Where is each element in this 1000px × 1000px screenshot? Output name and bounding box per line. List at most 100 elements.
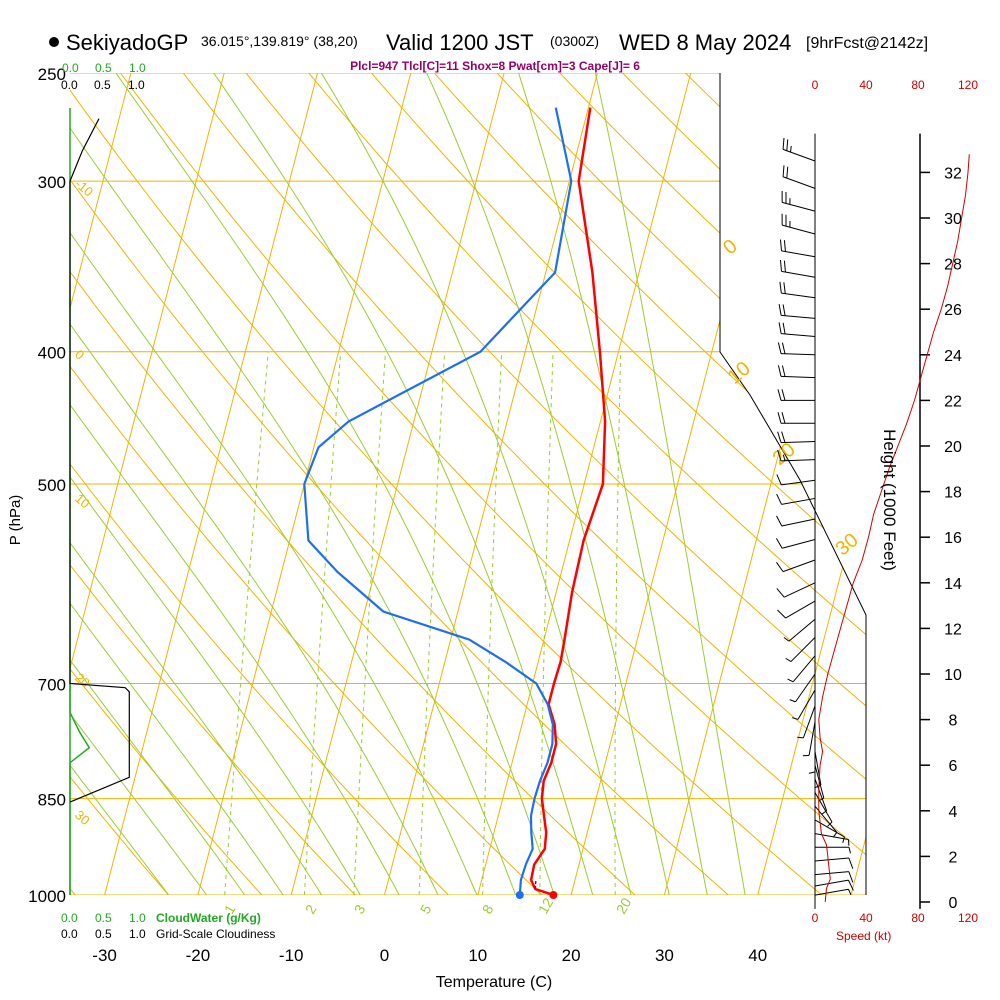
temperature-tick-label: -20 bbox=[186, 946, 211, 965]
speed-tick-top: 40 bbox=[859, 78, 873, 92]
pressure-tick-label: 700 bbox=[38, 676, 66, 695]
wind-barb-feather bbox=[783, 240, 786, 252]
wind-barb-feather bbox=[775, 538, 783, 549]
mixing-ratio-label: 2 bbox=[302, 902, 320, 917]
wind-barb-half-feather bbox=[785, 657, 792, 662]
wind-barb-feather bbox=[848, 857, 854, 869]
moist-adiabat-line bbox=[70, 712, 208, 895]
height-tick-label: 32 bbox=[944, 165, 962, 182]
wind-barb bbox=[777, 365, 816, 379]
dry-adiabat-line bbox=[370, 73, 720, 436]
wind-barb-shaft bbox=[783, 582, 816, 598]
height-tick-label: 16 bbox=[944, 530, 962, 547]
wind-barb-shaft bbox=[781, 292, 816, 299]
dry-adiabat-line bbox=[0, 49, 667, 924]
station-name: SekiyadoGP bbox=[66, 30, 188, 55]
isotherm-line bbox=[70, 73, 132, 311]
cloudwater-ticks-top: 0.0 0.5 1.0 0.0 0.5 1.0 bbox=[61, 61, 146, 92]
moist-adiabat-line bbox=[70, 764, 170, 895]
dry-adiabat-line bbox=[720, 352, 866, 895]
temperature-profile bbox=[529, 107, 607, 895]
wind-barb bbox=[777, 449, 816, 462]
mixing-ratio-label: 12 bbox=[535, 895, 557, 917]
moist-adiabat-label: 20 bbox=[769, 439, 800, 470]
wind-barb-feather bbox=[777, 342, 782, 354]
temperature-tick-label: 40 bbox=[748, 946, 767, 965]
station-coords: 36.015°,139.819° (38,20) bbox=[201, 33, 358, 49]
cloudiness-title: Grid-Scale Cloudiness bbox=[156, 927, 275, 941]
dry-adiabat-label: 0 bbox=[72, 346, 87, 362]
wind-barb bbox=[785, 637, 816, 662]
dry-adiabat-line bbox=[119, 73, 720, 729]
cw-tick-top-1: 0.5 bbox=[95, 61, 112, 75]
wind-barb bbox=[781, 190, 816, 212]
height-tick-label: 0 bbox=[949, 895, 958, 912]
height-tick-label: 26 bbox=[944, 302, 962, 319]
height-tick-label: 28 bbox=[944, 257, 962, 274]
dry-adiabat-label: 30 bbox=[72, 807, 93, 828]
wind-barb-shaft bbox=[782, 176, 816, 189]
mixing-ratio-line bbox=[539, 351, 554, 895]
wind-barb bbox=[802, 721, 816, 757]
dry-adiabat-line bbox=[182, 73, 720, 653]
dry-adiabat-label: 10 bbox=[72, 491, 93, 512]
wind-barb-half-feather bbox=[783, 637, 790, 642]
isotherm-line bbox=[0, 73, 38, 895]
wind-barb-feather bbox=[781, 431, 786, 443]
dry-adiabat-line bbox=[496, 73, 720, 300]
wind-barb-feather bbox=[779, 259, 783, 272]
wind-barb-half-feather bbox=[787, 678, 794, 683]
wind-barb bbox=[814, 879, 854, 891]
dry-adiabat-label: 20 bbox=[72, 670, 93, 691]
wind-barb bbox=[776, 559, 816, 573]
wind-barb-shaft bbox=[782, 201, 816, 212]
cl-tick-top-0: 0.0 bbox=[61, 78, 78, 92]
wind-barb bbox=[779, 239, 816, 258]
wind-barb-half-feather bbox=[791, 717, 799, 720]
speed-tick-top: 80 bbox=[911, 78, 925, 92]
dry-adiabat-line bbox=[245, 73, 720, 578]
cl-tick-bot-1: 0.5 bbox=[95, 927, 112, 941]
dry-adiabat-line bbox=[70, 365, 543, 895]
speed-tick-bottom: 80 bbox=[911, 911, 925, 925]
wind-barb-shaft bbox=[781, 479, 816, 486]
dry-adiabat-label: -10 bbox=[72, 176, 96, 200]
pressure-tick-label: 850 bbox=[38, 791, 66, 810]
wind-barb bbox=[777, 431, 816, 444]
mixing-ratio-line bbox=[354, 352, 386, 895]
moist-adiabat-label: 10 bbox=[724, 358, 755, 389]
wind-barb-half-feather bbox=[797, 736, 804, 739]
speed-tick-bottom: 120 bbox=[958, 911, 978, 925]
height-tick-label: 18 bbox=[944, 485, 962, 502]
wind-barb bbox=[776, 515, 816, 527]
cl-tick-top-2: 1.0 bbox=[128, 78, 145, 92]
wind-barb bbox=[782, 137, 816, 162]
temperature-tick-label: -10 bbox=[279, 946, 304, 965]
wind-barb bbox=[776, 493, 816, 505]
dry-adiabat-line bbox=[720, 352, 866, 895]
wind-barb-feather bbox=[781, 412, 786, 424]
height-tick-label: 2 bbox=[949, 849, 958, 866]
wind-barb-feather bbox=[781, 365, 786, 377]
wind-barb bbox=[781, 213, 816, 235]
mixing-ratio-line bbox=[224, 351, 269, 895]
moist-adiabat-line bbox=[519, 73, 713, 924]
dry-adiabat-line bbox=[0, 49, 194, 924]
wind-barb-shaft bbox=[814, 857, 849, 862]
speed-axis-title: Speed (kt) bbox=[836, 929, 891, 943]
cl-tick-bot-2: 1.0 bbox=[129, 927, 146, 941]
height-tick-label: 14 bbox=[944, 576, 962, 593]
dry-adiabat-line bbox=[971, 49, 1000, 924]
wind-barb-feather bbox=[779, 239, 783, 251]
wind-barb bbox=[777, 342, 816, 356]
wind-barb-shaft bbox=[781, 375, 816, 379]
wind-barb-feather bbox=[848, 871, 854, 883]
wind-barb-shaft bbox=[781, 440, 816, 444]
parcel-path bbox=[534, 879, 537, 890]
wind-barb-shaft bbox=[792, 655, 816, 683]
wind-barb bbox=[808, 737, 816, 774]
wind-speed-profile bbox=[818, 154, 970, 903]
dry-adiabat-line bbox=[70, 564, 356, 895]
wind-barb-feather bbox=[782, 165, 785, 177]
valid-time: Valid 1200 JST bbox=[386, 30, 534, 55]
